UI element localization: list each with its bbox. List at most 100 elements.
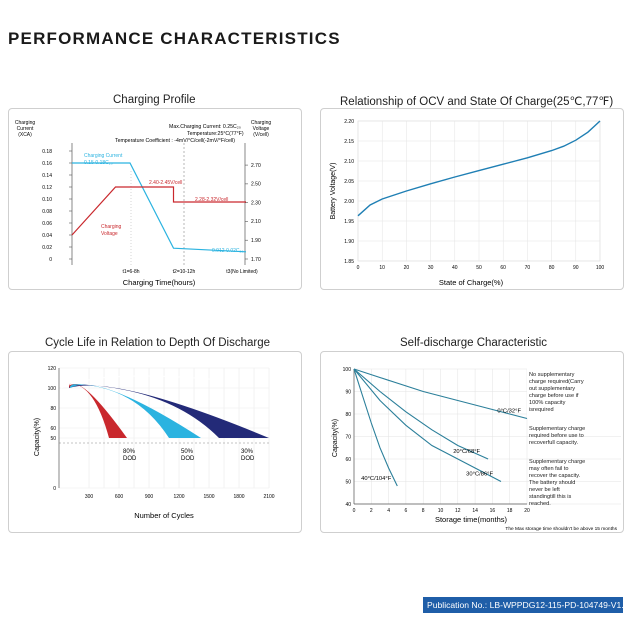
y-tick-label: 0.06 [42,221,52,227]
y-tick-label: 0 [49,257,52,263]
x-tick-label: 0 [353,508,356,514]
x-tick-label: 12 [455,508,461,514]
x-tick-label: 900 [145,494,154,500]
y-tick-label: 2.00 [344,199,354,205]
self-discharge-curve [353,368,502,482]
self-discharge-curve [353,368,489,460]
y-tick-label: 2.05 [344,179,354,185]
ocv-soc-panel: 1.85 1.90 1.95 2.00 2.05 2.10 2.15 2.20 0 10 20 30… [320,108,624,290]
storage-note: The Max storage time shouldn't be above … [505,526,617,532]
spec-temp-coefficient: Temperature Coefficient : -4mV/°C/cell(-… [115,138,235,144]
dod-80-label-line: DOD [123,456,137,462]
y-tick-label: 0.04 [42,233,52,239]
y-tick-label: 0.10 [42,197,52,203]
y-tick-label: 50 [50,436,56,442]
voltage-high-label: 2.40-2.45V/cell [149,180,182,186]
y-tick-label: 100 [48,386,57,392]
y2label-line: (V/cell) [253,132,269,138]
x-tick-label: 0 [357,265,360,271]
y-tick-label: 1.95 [344,219,354,225]
y2-tick-label: 2.70 [251,163,261,169]
x-tick-label: t1=6-8h [122,269,139,275]
charging-voltage-line [71,186,246,236]
x-tick-label: 4 [387,508,390,514]
zone-note-2: Supplementary charge required before use … [529,426,585,446]
y-tick-label: 0.02 [42,245,52,251]
x-tick-label: 2 [370,508,373,514]
x-tick-label: 1800 [233,494,244,500]
dod-30-band [69,384,269,438]
x-tick-label: 16 [490,508,496,514]
dod-80-label-line: 80% [123,449,136,455]
charging-profile-title: Charging Profile [113,94,196,106]
x-tick-label: 20 [404,265,410,271]
y-tick-label: 90 [345,389,351,395]
temperature-label: 20°C/68°F [453,449,480,455]
voltage-float-label: 2.28-2.32V/cell [195,197,228,203]
voltage-label-line: Charging [101,224,122,230]
y2label-line: Charging [251,120,272,126]
charging-profile-panel: Charging Current (XCA) Charging Voltage … [8,108,302,290]
x-axis-title: Charging Time(hours) [123,278,196,287]
x-tick-label: 60 [500,265,506,271]
temperature-label: 0°C/32°F [497,409,521,415]
x-tick-label: 90 [573,265,579,271]
x-tick-label: 8 [422,508,425,514]
ocv-curve [357,120,601,217]
self-discharge-curve [353,368,528,420]
cycle-life-title: Cycle Life in Relation to Depth Of Disch… [45,337,270,349]
y-axis-title: Battery Voltage(V) [330,163,337,220]
x-tick-label: 14 [472,508,478,514]
y-tick-label: 40 [345,502,351,508]
dod-50-label-line: 50% [181,449,194,455]
ocv-soc-chart: 1.85 1.90 1.95 2.00 2.05 2.10 2.15 2.20 0 10 20 30… [330,119,604,287]
voltage-label-line: Voltage [101,231,118,237]
zone-note-3: Supplementary charge may often fail to rec… [529,459,585,507]
x-axis-title: Storage time(months) [435,515,508,524]
x-tick-label: 6 [405,508,408,514]
publication-number: Publication No.: LB-WPPDG12-115-PD-10474… [423,597,623,613]
y-axis-title: Capacity(%) [332,419,339,457]
ylabel-line: Current [17,126,34,132]
y-tick-label: 50 [345,479,351,485]
x-tick-label: t3(No Limited) [226,269,258,275]
self-discharge-curve [353,368,398,487]
y-tick-label: 100 [343,367,352,373]
y2-tick-label: 1.90 [251,238,261,244]
y-tick-label: 60 [345,457,351,463]
y-tick-label: 120 [48,366,57,372]
current-label: Charging Current [84,153,123,159]
y-tick-label: 1.85 [344,259,354,265]
y-tick-label: 2.15 [344,139,354,145]
x-tick-label: 600 [115,494,124,500]
float-current-label: 0.012-0.02C₂₀ [212,248,244,254]
y-tick-label: 2.10 [344,159,354,165]
y2-tick-label: 2.50 [251,182,261,188]
y-tick-label: 0.18 [42,149,52,155]
y-tick-label: 0 [53,486,56,492]
dod-30-label-line: DOD [241,456,255,462]
dod-30-label-line: 30% [241,449,254,455]
x-axis-title: Number of Cycles [134,511,194,520]
dod-50-band [70,384,201,438]
self-discharge-panel: 40 50 60 70 80 90 100 0 2 4 6 8 10 12 14 16 18 20 0°C/32… [320,351,624,533]
x-tick-label: 18 [507,508,513,514]
x-tick-label: 50 [476,265,482,271]
y-axis-title: Capacity(%) [34,418,41,456]
x-tick-label: 30 [428,265,434,271]
charging-profile-chart: Charging Current (XCA) Charging Voltage … [15,120,272,287]
x-tick-label: 10 [379,265,385,271]
y-tick-label: 80 [345,412,351,418]
y-tick-label: 60 [50,426,56,432]
x-tick-label: 1500 [203,494,214,500]
ylabel-line: (XCA) [18,132,32,138]
y2label-line: Voltage [253,126,270,132]
ocv-soc-title: Relationship of OCV and State Of Charge(… [340,96,614,108]
y-tick-label: 0.08 [42,209,52,215]
zone-note-1: No supplementary charge required(Carry out… [529,372,584,413]
x-axis-title: State of Charge(%) [439,278,504,287]
x-tick-label: 300 [85,494,94,500]
spec-max-current: Max.Charging Current: 0.25C₂₀ [169,124,241,130]
x-tick-label: 20 [524,508,530,514]
